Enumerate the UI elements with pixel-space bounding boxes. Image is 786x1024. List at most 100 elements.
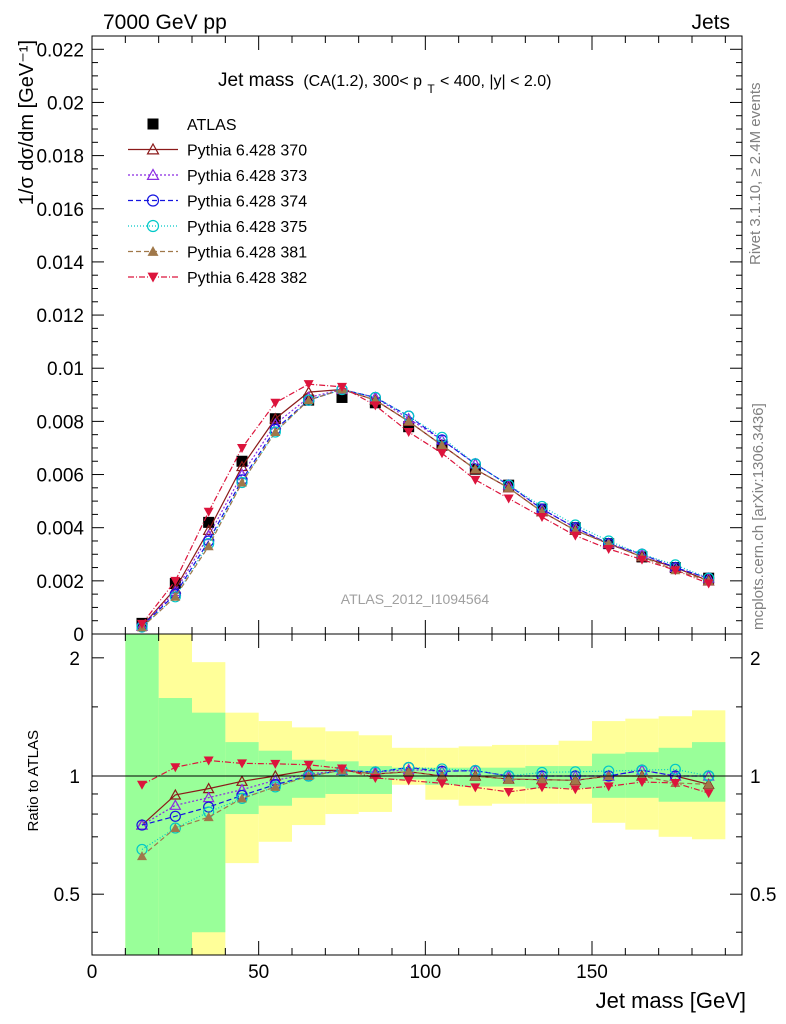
ratio-5-point-9 [437,779,447,789]
ratio-tick-label-right-0: 0.5 [750,885,776,906]
ratio-line-2 [141,766,709,826]
ratio-1-point-1 [169,799,182,810]
atlas-point-8 [403,421,415,433]
legend-marker-1 [146,142,160,155]
watermark: ATLAS_2012_I1094564 [341,591,490,607]
chart-title-detail: (CA(1.2), 300< p [303,73,422,90]
legend: ATLAS Pythia 6.428 370 Pythia 6.428 373 Pyt… [128,117,307,287]
legend-label-4: Pythia 6.428 375 [187,219,307,236]
series-5-point-17 [703,579,714,589]
legend-label-1: Pythia 6.428 370 [187,143,307,160]
series-5-point-11 [503,494,514,504]
series-4-point-4 [270,427,281,437]
series-5-point-10 [470,475,481,485]
series-5-point-8 [403,428,414,438]
chart-title-sub: T [427,82,435,96]
legend-marker-0 [147,118,159,130]
chart-title-main: Jet mass [218,70,294,91]
ratio-4-point-11 [503,774,514,784]
ratio-4-point-0 [137,851,147,861]
ratio-tick-label-right-1: 1 [750,767,761,788]
y-tick-label-4: 0.008 [36,412,84,433]
ratio-5-point-0 [137,780,147,790]
series-5-point-6 [337,382,347,392]
ratio-5-point-5 [303,760,314,770]
series-5-point-2 [203,507,214,517]
series-4-point-10 [470,464,481,474]
ratio-4-point-13 [570,775,581,785]
ratio-tick-label-left-0: 0.5 [54,885,80,906]
y-tick-label-5: 0.01 [47,359,84,380]
ratio-5-point-14 [603,782,614,792]
series-5-point-1 [170,576,181,586]
y-tick-label-11: 0.022 [36,40,84,61]
legend-label-2: Pythia 6.428 373 [187,168,307,185]
legend-marker-4 [146,219,160,233]
x-tick-label-3: 150 [576,962,608,983]
ratio-2-point-1 [169,810,181,822]
ratio-tick-label-left-1: 1 [69,767,80,788]
series-5-point-15 [637,555,647,565]
series-5-point-12 [537,513,547,523]
x-tick-label-2: 100 [409,962,441,983]
series-5-point-0 [137,619,147,629]
y-tick-label-10: 0.02 [47,93,84,114]
series-4-point-5 [303,395,314,405]
series-0-point-4 [269,412,282,424]
series-4-point-3 [237,477,247,487]
ratio-tick-label-left-2: 2 [69,649,80,670]
ratio-2-point-0 [136,819,148,831]
ratio-4-point-3 [237,793,247,803]
x-axis-label: Jet mass [GeV] [596,988,746,1013]
ratio-line-5 [141,759,709,794]
header-left: 7000 GeV pp [103,11,227,34]
series-4-point-11 [503,482,514,492]
ratio-line-1 [141,768,709,826]
x-tick-label-1: 50 [248,962,269,983]
y-tick-label-7: 0.014 [36,253,84,274]
legend-marker-3 [146,194,160,207]
ratio-4-point-12 [537,774,547,784]
ratio-5-point-2 [203,756,214,766]
y-tick-label-6: 0.012 [36,306,84,327]
ratio-band-green-2 [192,712,226,933]
ratio-5-point-16 [670,778,681,788]
series-line-1 [141,388,709,627]
side-label-bottom: mcplots.cern.ch [arXiv:1306.3436] [750,403,767,630]
y-tick-label-2: 0.004 [36,519,84,540]
legend-marker-6 [147,272,159,283]
ratio-axis-label: Ratio to ATLAS [25,730,42,831]
ratio-5-point-8 [403,776,414,786]
ratio-5-point-6 [337,764,347,774]
ratio-5-point-4 [270,759,281,769]
legend-label-6: Pythia 6.428 382 [187,270,307,287]
y-tick-label-9: 0.018 [36,147,84,168]
main-series-group [135,380,715,633]
y-tick-label-8: 0.016 [36,200,84,221]
series-4-point-9 [437,440,447,450]
series-0-point-2 [202,524,215,535]
atlas-point-6 [336,391,348,403]
ratio-line-3 [141,766,709,850]
ratio-band-green-0 [125,634,159,955]
series-4-point-8 [403,416,414,426]
ratio-4-point-8 [403,766,414,776]
ratio-0-point-1 [169,788,182,800]
series-5-point-16 [670,566,681,576]
ratio-frame [91,633,743,956]
series-5-point-14 [603,544,614,554]
chart-title-tail: < 400, |y| < 2.0) [440,73,552,90]
ratio-4-point-2 [203,812,214,822]
ratio-4-point-1 [170,823,181,833]
ratio-5-point-13 [570,785,581,795]
header-right: Jets [691,11,730,34]
ratio-tick-label-right-2: 2 [750,649,761,670]
ratio-5-point-12 [537,783,547,793]
series-line-4 [141,388,709,628]
ratio-line-4 [141,769,709,857]
series-5-point-13 [570,531,581,541]
legend-label-0: ATLAS [187,117,237,134]
ratio-5-point-3 [237,759,247,769]
series-line-5 [141,383,709,625]
